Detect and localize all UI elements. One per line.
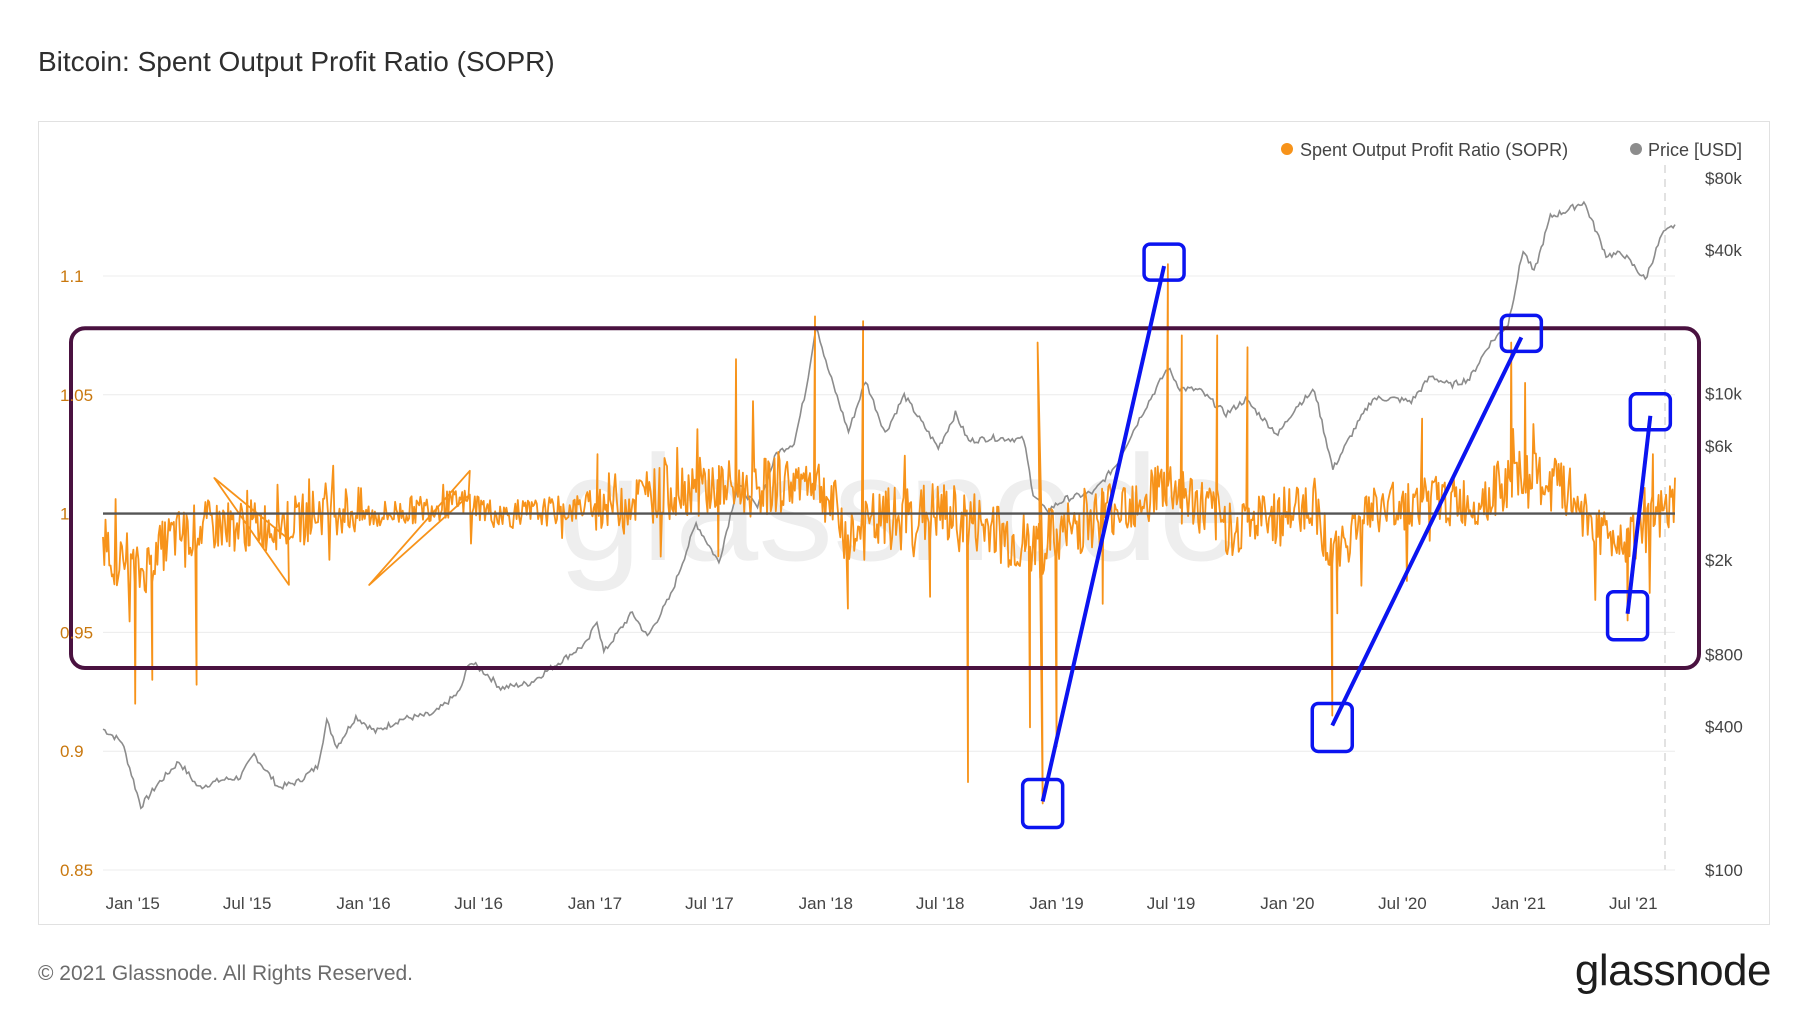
low-marker-2 [1605,590,1650,642]
high-marker-0 [1142,242,1186,282]
right-tick-4: $6k [1705,437,1733,456]
left-tick-3: 1 [60,505,69,524]
link-line-0 [1040,265,1167,802]
x-tick-3: Jul '16 [454,894,503,913]
left-tick-1: 0.9 [60,742,84,761]
brand-logo: glassnode [1574,946,1772,995]
low-marker-0 [1020,777,1065,830]
x-tick-2: Jan '16 [336,894,390,913]
legend: Spent Output Profit Ratio (SOPR) Price [… [1281,140,1742,160]
x-tick-12: Jan '21 [1492,894,1546,913]
x-tick-0: Jan '15 [106,894,160,913]
right-tick-6: $40k [1705,241,1742,260]
legend-sopr-dot [1281,143,1293,155]
chart-panel [38,121,1770,925]
x-tick-10: Jan '20 [1260,894,1314,913]
right-tick-5: $10k [1705,384,1742,403]
right-tick-1: $400 [1705,717,1743,736]
left-tick-5: 1.1 [60,267,84,286]
right-tick-0: $100 [1705,861,1743,880]
left-tick-0: 0.85 [60,861,93,880]
price-line [102,200,1676,810]
right-tick-3: $2k [1705,551,1733,570]
legend-price-dot [1630,143,1642,155]
high-marker-1 [1499,313,1544,354]
left-tick-2: 0.95 [60,623,93,642]
chart-title: Bitcoin: Spent Output Profit Ratio (SOPR… [38,46,555,77]
x-tick-8: Jan '19 [1029,894,1083,913]
gridlines [103,165,1675,871]
range-highlight-box [69,326,1701,671]
x-tick-6: Jan '18 [799,894,853,913]
link-line-1 [1330,336,1524,727]
high-marker-2 [1628,392,1673,432]
x-tick-7: Jul '18 [916,894,965,913]
sopr-series [102,263,1676,805]
sopr-line [102,263,1676,805]
copyright-text: © 2021 Glassnode. All Rights Reserved. [38,962,414,985]
legend-price-label[interactable]: Price [USD] [1648,140,1742,160]
right-tick-7: $80k [1705,169,1742,188]
right-tick-2: $800 [1705,646,1743,665]
x-tick-9: Jul '19 [1147,894,1196,913]
left-tick-4: 1.05 [60,386,93,405]
x-tick-5: Jul '17 [685,894,734,913]
price-series [102,200,1676,810]
annotations [69,242,1701,830]
x-tick-4: Jan '17 [568,894,622,913]
x-tick-1: Jul '15 [223,894,272,913]
x-tick-11: Jul '20 [1378,894,1427,913]
legend-sopr-label[interactable]: Spent Output Profit Ratio (SOPR) [1300,140,1568,160]
low-marker-1 [1310,701,1355,754]
link-line-2 [1625,415,1653,614]
x-tick-13: Jul '21 [1609,894,1658,913]
axes: 0.85 0.9 0.95 1 1.05 1.1 $100 $400 $800 $2k $6k $10… [60,169,1743,913]
